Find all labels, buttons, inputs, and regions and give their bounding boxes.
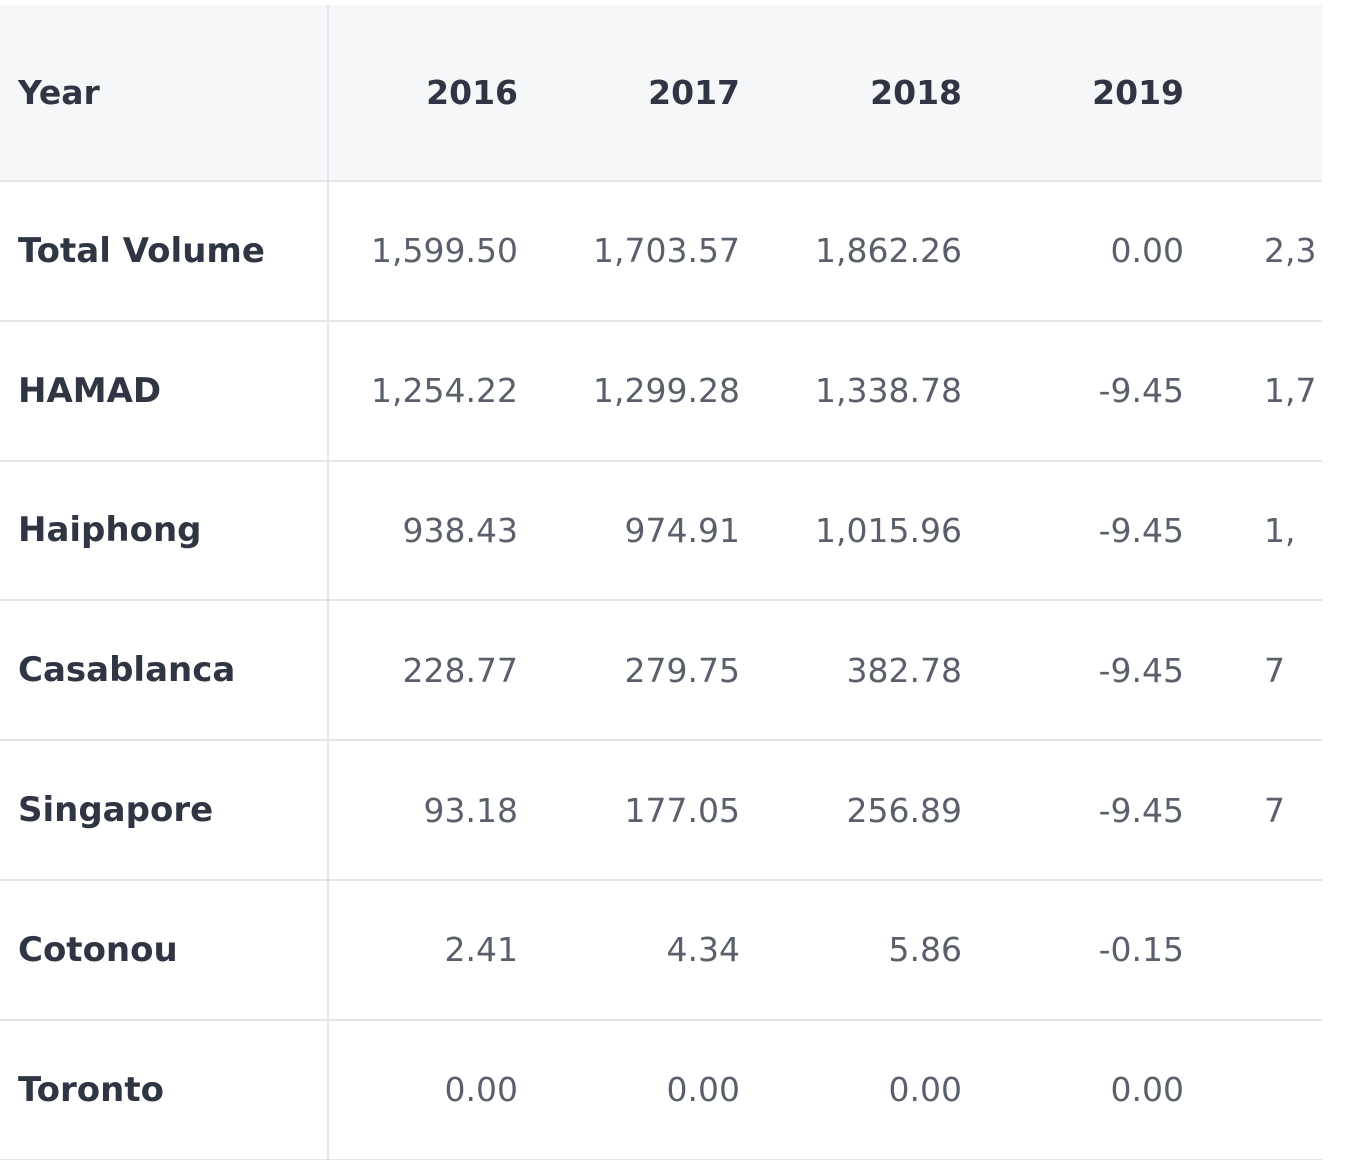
table-cell: 974.91 [550,460,772,602]
column-header-2018[interactable]: 2018 [772,5,994,182]
table-cell: 1,254.22 [328,320,550,462]
table-cell: -0.15 [994,879,1216,1021]
table-cell-cut-off [1216,1019,1322,1160]
column-header-2017[interactable]: 2017 [550,5,772,182]
table-row: Casablanca 228.77 279.75 382.78 -9.45 7 [0,600,1322,742]
table-cell: 1,862.26 [772,181,994,322]
row-label-hamad: HAMAD [0,320,329,462]
table-cell: -9.45 [994,740,1216,881]
table-cell: 177.05 [550,740,772,881]
table-row: Singapore 93.18 177.05 256.89 -9.45 7 [0,740,1322,881]
header-label-year: Year [0,5,329,182]
data-table: Year 2016 2017 2018 2019 Total Volume 1,… [0,5,1322,1160]
table-cell: 1,599.50 [328,181,550,322]
table-row: Haiphong 938.43 974.91 1,015.96 -9.45 1, [0,460,1322,602]
table-cell: 0.00 [550,1019,772,1160]
table-row: Total Volume 1,599.50 1,703.57 1,862.26 … [0,181,1322,322]
row-label-casablanca: Casablanca [0,600,329,742]
table-cell: 5.86 [772,879,994,1021]
table-cell: 382.78 [772,600,994,742]
table-cell: 1,703.57 [550,181,772,322]
table-cell: 93.18 [328,740,550,881]
table-cell: 0.00 [994,181,1216,322]
column-header-2019[interactable]: 2019 [994,5,1216,182]
table-cell: -9.45 [994,320,1216,462]
table-cell: 1,015.96 [772,460,994,602]
row-label-haiphong: Haiphong [0,460,329,602]
row-label-total-volume: Total Volume [0,181,329,322]
table-row: Cotonou 2.41 4.34 5.86 -0.15 [0,879,1322,1021]
table-row: Toronto 0.00 0.00 0.00 0.00 [0,1019,1322,1160]
table-cell: 228.77 [328,600,550,742]
table-cell: -9.45 [994,600,1216,742]
table-header-row: Year 2016 2017 2018 2019 [0,5,1322,182]
row-label-singapore: Singapore [0,740,329,881]
column-header-cut-off [1216,5,1322,182]
table-cell: 279.75 [550,600,772,742]
table-cell-cut-off [1216,879,1322,1021]
table-cell: 256.89 [772,740,994,881]
row-label-toronto: Toronto [0,1019,329,1160]
column-header-2016[interactable]: 2016 [328,5,550,182]
table-cell: -9.45 [994,460,1216,602]
data-table-container[interactable]: Year 2016 2017 2018 2019 Total Volume 1,… [0,5,1322,1160]
table-cell: 2.41 [328,879,550,1021]
table-cell: 0.00 [994,1019,1216,1160]
table-cell-cut-off: 7 [1216,600,1322,742]
row-label-cotonou: Cotonou [0,879,329,1021]
table-cell-cut-off: 1, [1216,460,1322,602]
table-cell: 938.43 [328,460,550,602]
table-cell: 1,299.28 [550,320,772,462]
table-cell: 0.00 [772,1019,994,1160]
table-cell-cut-off: 2,3 [1216,181,1322,322]
table-cell: 0.00 [328,1019,550,1160]
table-cell-cut-off: 1,7 [1216,320,1322,462]
table-cell-cut-off: 7 [1216,740,1322,881]
table-cell: 4.34 [550,879,772,1021]
table-cell: 1,338.78 [772,320,994,462]
table-row: HAMAD 1,254.22 1,299.28 1,338.78 -9.45 1… [0,320,1322,462]
